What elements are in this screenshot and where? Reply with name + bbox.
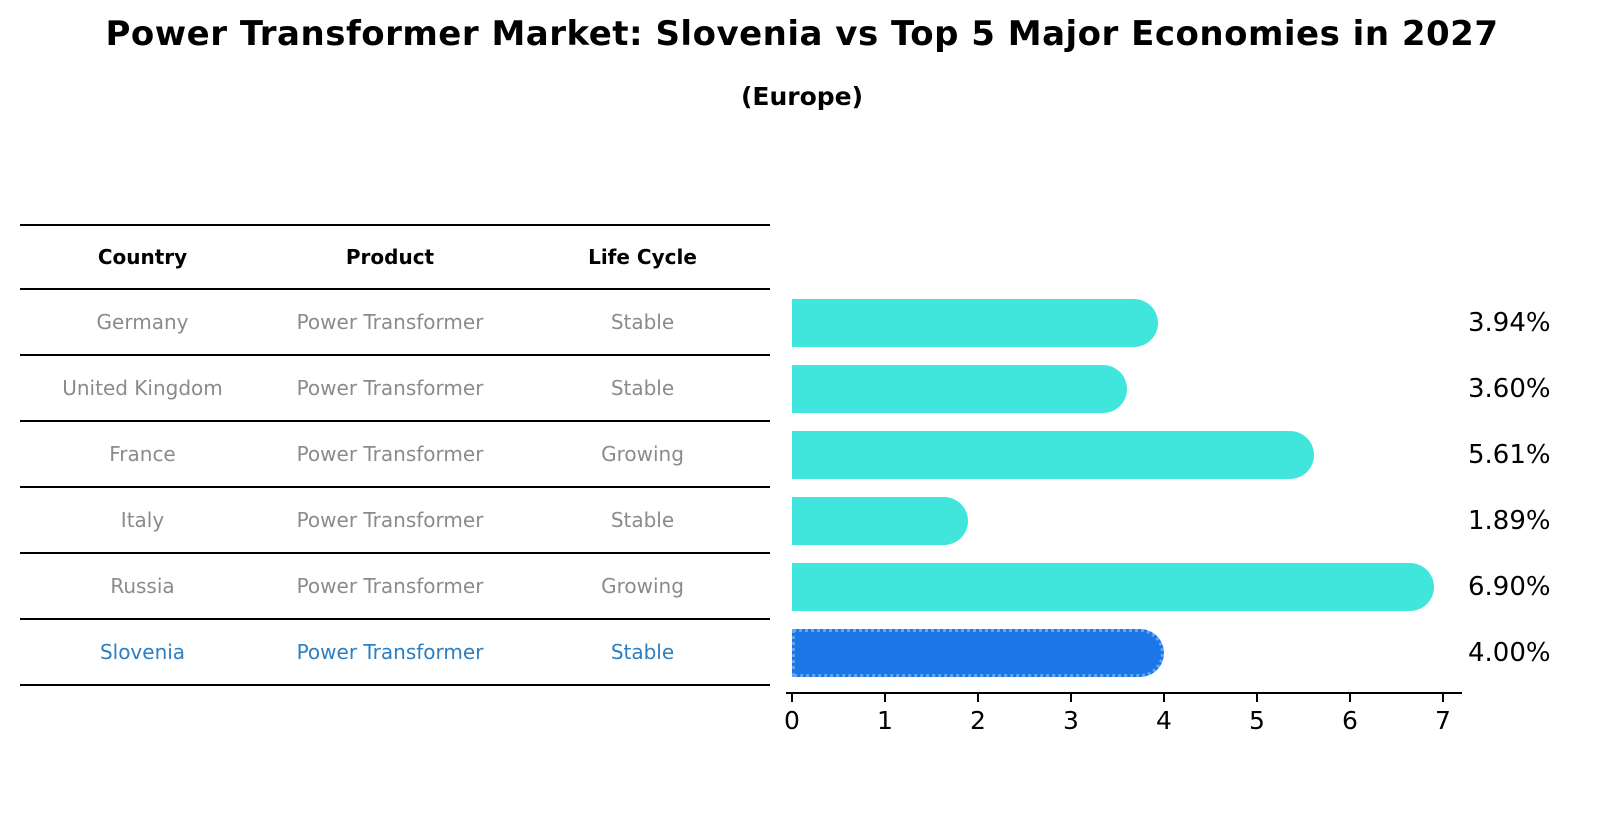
product-cell: Power Transformer	[296, 376, 484, 400]
bar-value-label: 3.94%	[1468, 308, 1551, 338]
x-tick-label: 4	[1156, 706, 1172, 735]
product-cell: Power Transformer	[296, 310, 484, 334]
table-row-france: France Power Transformer Growing	[20, 422, 770, 488]
x-tick-label: 6	[1342, 706, 1358, 735]
product-cell: Power Transformer	[296, 508, 484, 532]
table-row-slovenia: Slovenia Power Transformer Stable	[20, 620, 770, 686]
x-tick-mark	[1442, 694, 1444, 702]
chart-subtitle: (Europe)	[740, 82, 864, 111]
x-tick-mark	[884, 694, 886, 702]
bar-value-label: 1.89%	[1468, 506, 1551, 536]
life-cycle-cell: Stable	[610, 376, 675, 400]
bar-value-label: 6.90%	[1468, 572, 1551, 602]
table-header-row: Country Product Life Cycle	[20, 224, 770, 290]
country-cell: France	[109, 442, 176, 466]
country-cell: United Kingdom	[62, 376, 223, 400]
column-header-life-cycle: Life Cycle	[588, 245, 697, 269]
bar-slovenia	[792, 629, 1164, 677]
country-cell: Slovenia	[99, 640, 186, 664]
country-cell: Italy	[120, 508, 165, 532]
bar-russia	[792, 563, 1434, 611]
life-cycle-cell: Growing	[601, 574, 684, 598]
product-cell: Power Transformer	[296, 442, 484, 466]
x-tick-mark	[1163, 694, 1165, 702]
product-cell: Power Transformer	[296, 640, 484, 664]
column-header-country: Country	[97, 245, 188, 269]
x-tick-mark	[791, 694, 793, 702]
bar-value-label: 4.00%	[1468, 638, 1551, 668]
x-tick-label: 1	[877, 706, 893, 735]
country-cell: Germany	[96, 310, 189, 334]
life-cycle-cell: Stable	[610, 310, 675, 334]
country-table: Country Product Life Cycle Germany Power…	[20, 224, 770, 686]
x-tick-mark	[1349, 694, 1351, 702]
column-header-product: Product	[345, 245, 435, 269]
product-cell: Power Transformer	[296, 574, 484, 598]
bar-italy	[792, 497, 968, 545]
table-row-germany: Germany Power Transformer Stable	[20, 290, 770, 356]
bar-value-label: 5.61%	[1468, 440, 1551, 470]
chart-title: Power Transformer Market: Slovenia vs To…	[105, 14, 1499, 54]
x-tick-label: 0	[784, 706, 800, 735]
bar-france	[792, 431, 1314, 479]
country-cell: Russia	[110, 574, 175, 598]
x-tick-mark	[1256, 694, 1258, 702]
bar-germany	[792, 299, 1158, 347]
x-tick-label: 7	[1435, 706, 1451, 735]
life-cycle-cell: Stable	[610, 640, 675, 664]
x-axis-line	[786, 692, 1462, 694]
x-tick-label: 2	[970, 706, 986, 735]
table-row-italy: Italy Power Transformer Stable	[20, 488, 770, 554]
x-tick-label: 5	[1249, 706, 1265, 735]
life-cycle-cell: Growing	[601, 442, 684, 466]
bar-united-kingdom	[792, 365, 1127, 413]
bar-value-label: 3.60%	[1468, 374, 1551, 404]
table-row-united-kingdom: United Kingdom Power Transformer Stable	[20, 356, 770, 422]
x-tick-mark	[1070, 694, 1072, 702]
x-tick-mark	[977, 694, 979, 702]
x-tick-label: 3	[1063, 706, 1079, 735]
table-row-russia: Russia Power Transformer Growing	[20, 554, 770, 620]
life-cycle-cell: Stable	[610, 508, 675, 532]
